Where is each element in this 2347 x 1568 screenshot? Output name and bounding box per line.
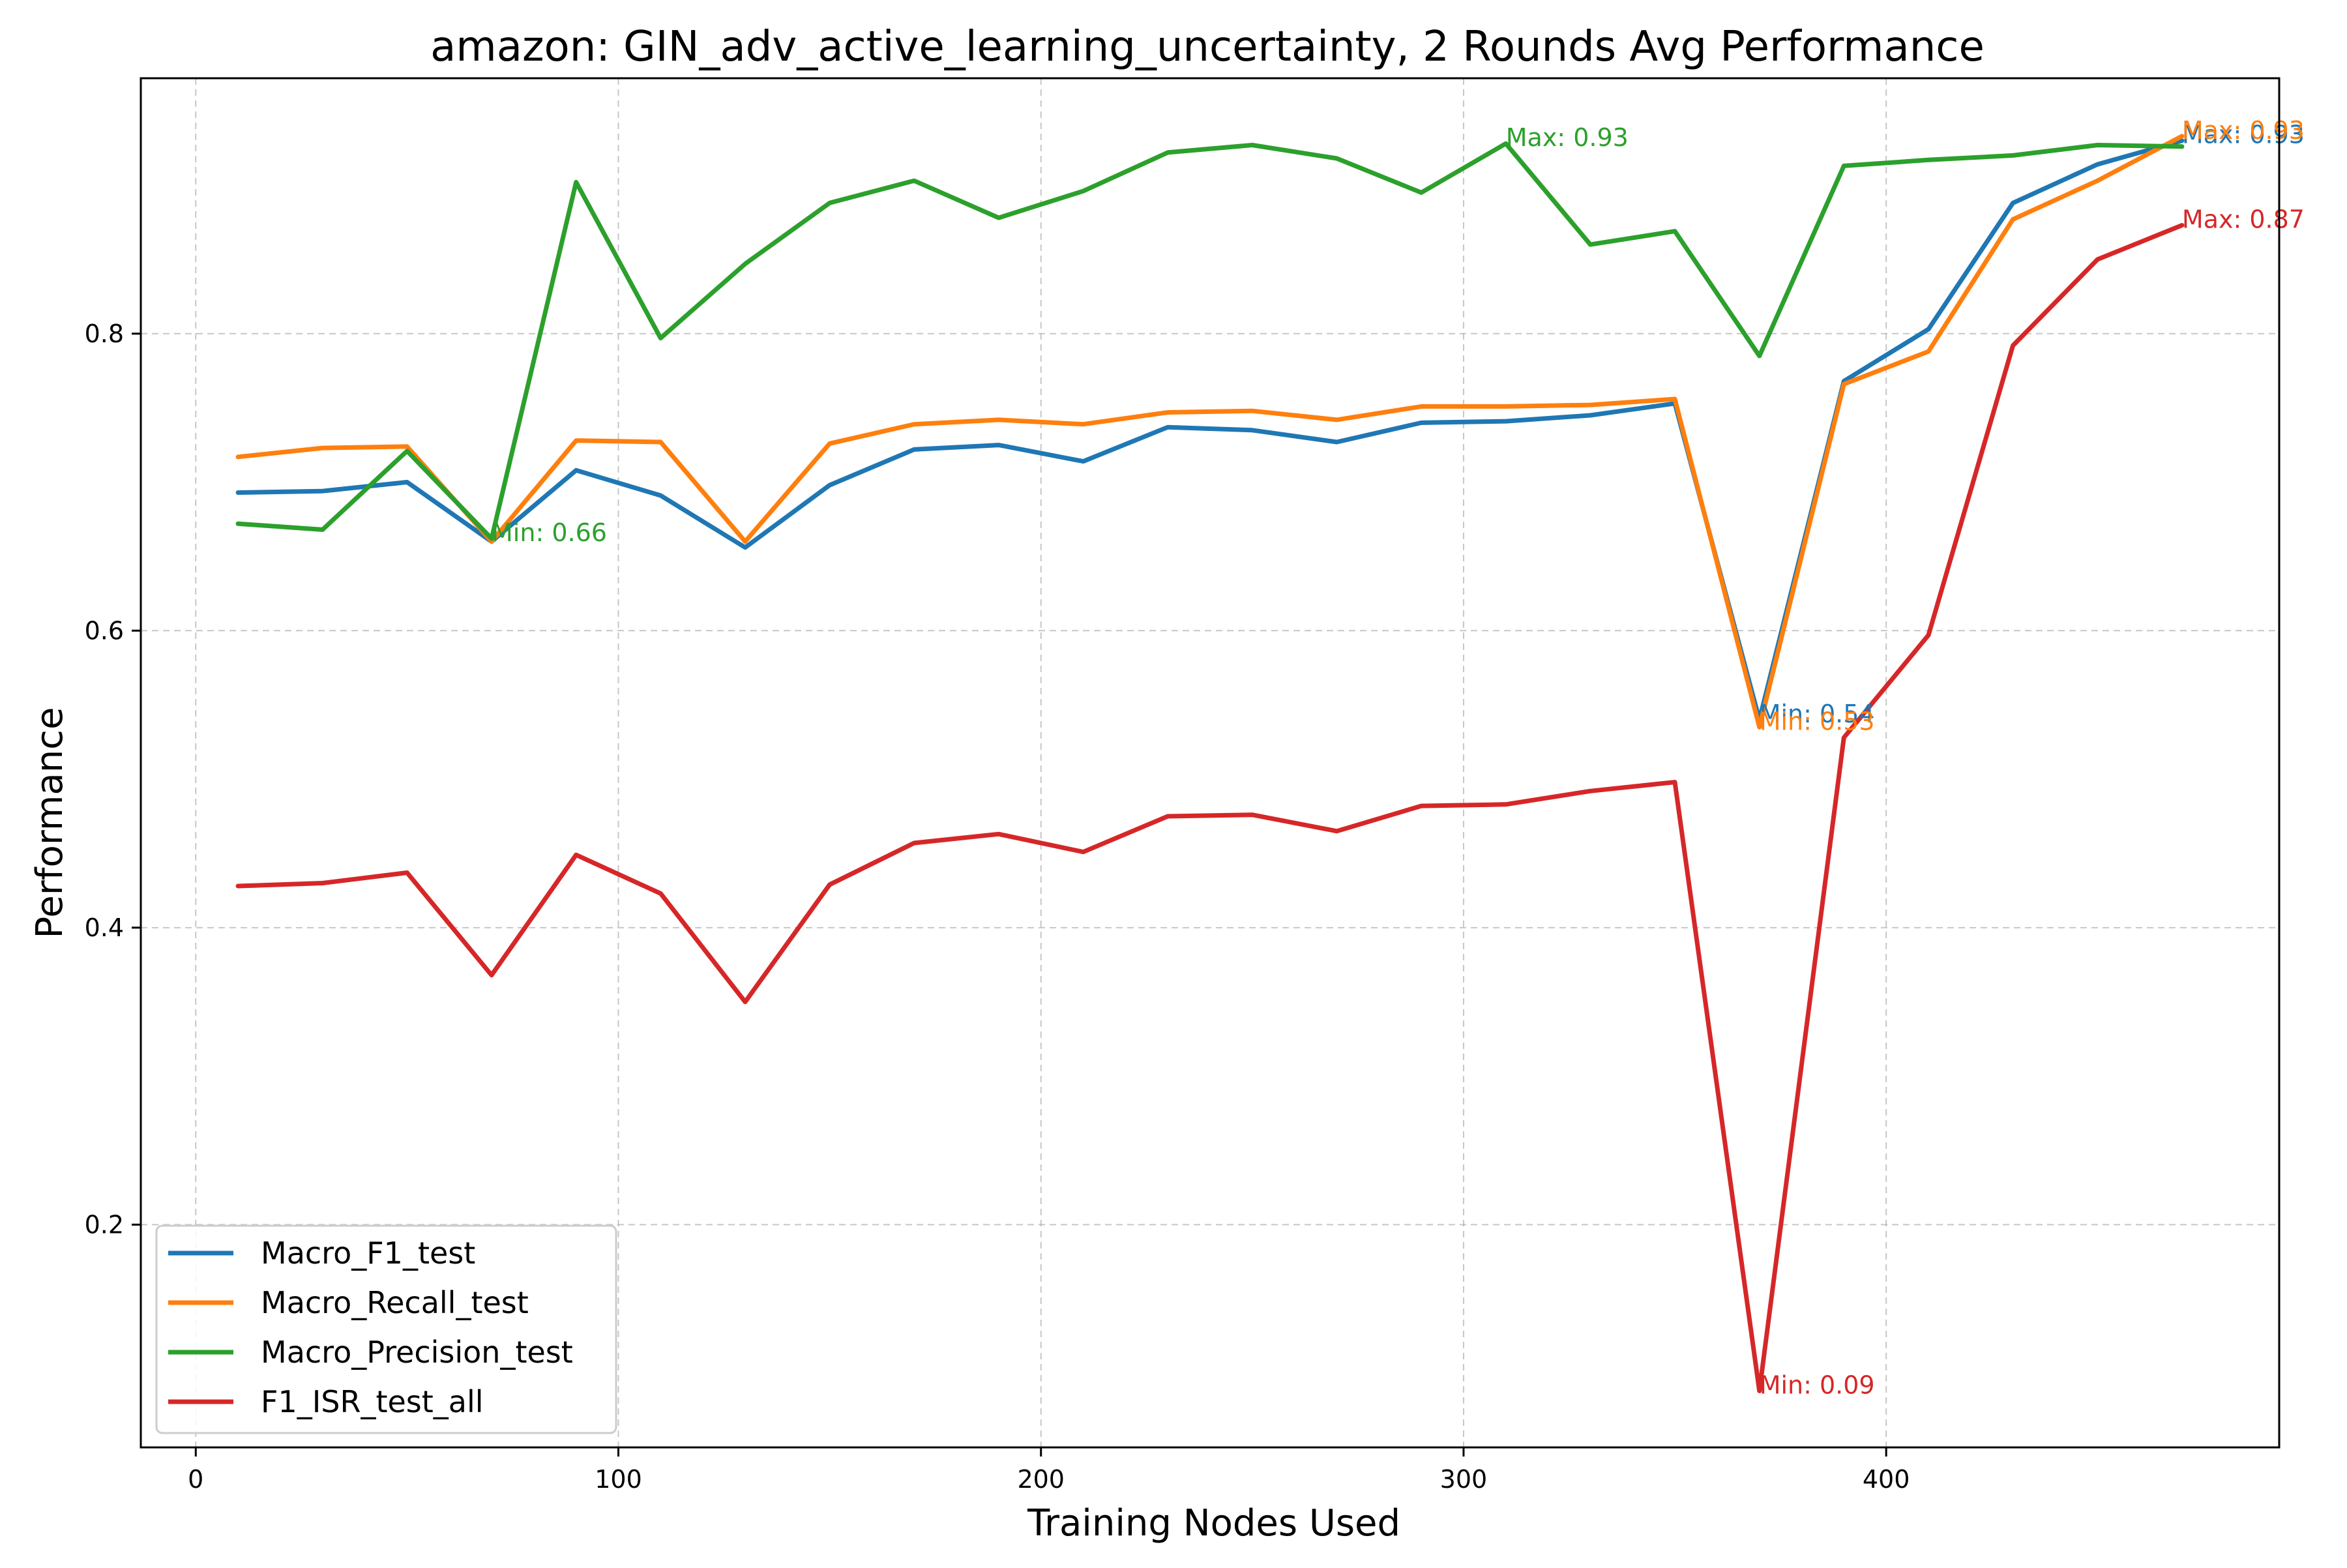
x-tick-label: 400 xyxy=(1863,1465,1910,1494)
x-tick-label: 300 xyxy=(1440,1465,1488,1494)
y-tick-label: 0.6 xyxy=(85,616,124,645)
series-lines xyxy=(235,134,2185,1393)
series-line xyxy=(235,138,2185,722)
legend: Macro_F1_test Macro_Recall_test Macro_Prec… xyxy=(155,1224,617,1434)
legend-label: F1_ISR_test_all xyxy=(261,1384,484,1419)
grid xyxy=(141,78,2279,1447)
x-tick-label: 100 xyxy=(595,1465,642,1494)
series-line xyxy=(235,223,2185,1393)
series-line xyxy=(235,134,2185,730)
annotation-label: Max: 0.93 xyxy=(2182,116,2305,145)
x-tick-label: 0 xyxy=(188,1465,203,1494)
annotation-label: Max: 0.93 xyxy=(2182,121,2305,149)
legend-label: Macro_Recall_test xyxy=(261,1285,529,1320)
x-axis-label: Training Nodes Used xyxy=(1027,1502,1400,1545)
annotation-label: Min: 0.54 xyxy=(1760,700,1875,728)
y-axis-label: Performance xyxy=(29,707,71,939)
annotation-label: Min: 0.09 xyxy=(1760,1370,1875,1399)
legend-label: Macro_F1_test xyxy=(261,1235,475,1271)
y-tick-label: 0.2 xyxy=(85,1210,124,1239)
legend-box xyxy=(155,1224,617,1434)
plot-frame xyxy=(140,77,2281,1449)
annotation-label: Max: 0.93 xyxy=(1506,123,1629,152)
y-tick-label: 0.4 xyxy=(85,913,124,942)
annotations: Max: 0.93 Min: 0.54 Max: 0.93 Min: 0.53 Max:… xyxy=(492,116,2305,1400)
annotation-label: Min: 0.53 xyxy=(1760,707,1875,735)
series-line xyxy=(235,141,2185,541)
legend-label: Macro_Precision_test xyxy=(261,1335,573,1370)
x-tick-label: 200 xyxy=(1017,1465,1065,1494)
axis-ticks: 0 100 200 300 400 0.2 0.4 0.6 0.8 xyxy=(85,319,1910,1494)
chart-title: amazon: GIN_adv_active_learning_uncertai… xyxy=(430,23,1985,71)
annotation-label: Max: 0.87 xyxy=(2182,205,2305,233)
y-tick-label: 0.8 xyxy=(85,319,124,348)
annotation-label: Min: 0.66 xyxy=(492,518,607,547)
